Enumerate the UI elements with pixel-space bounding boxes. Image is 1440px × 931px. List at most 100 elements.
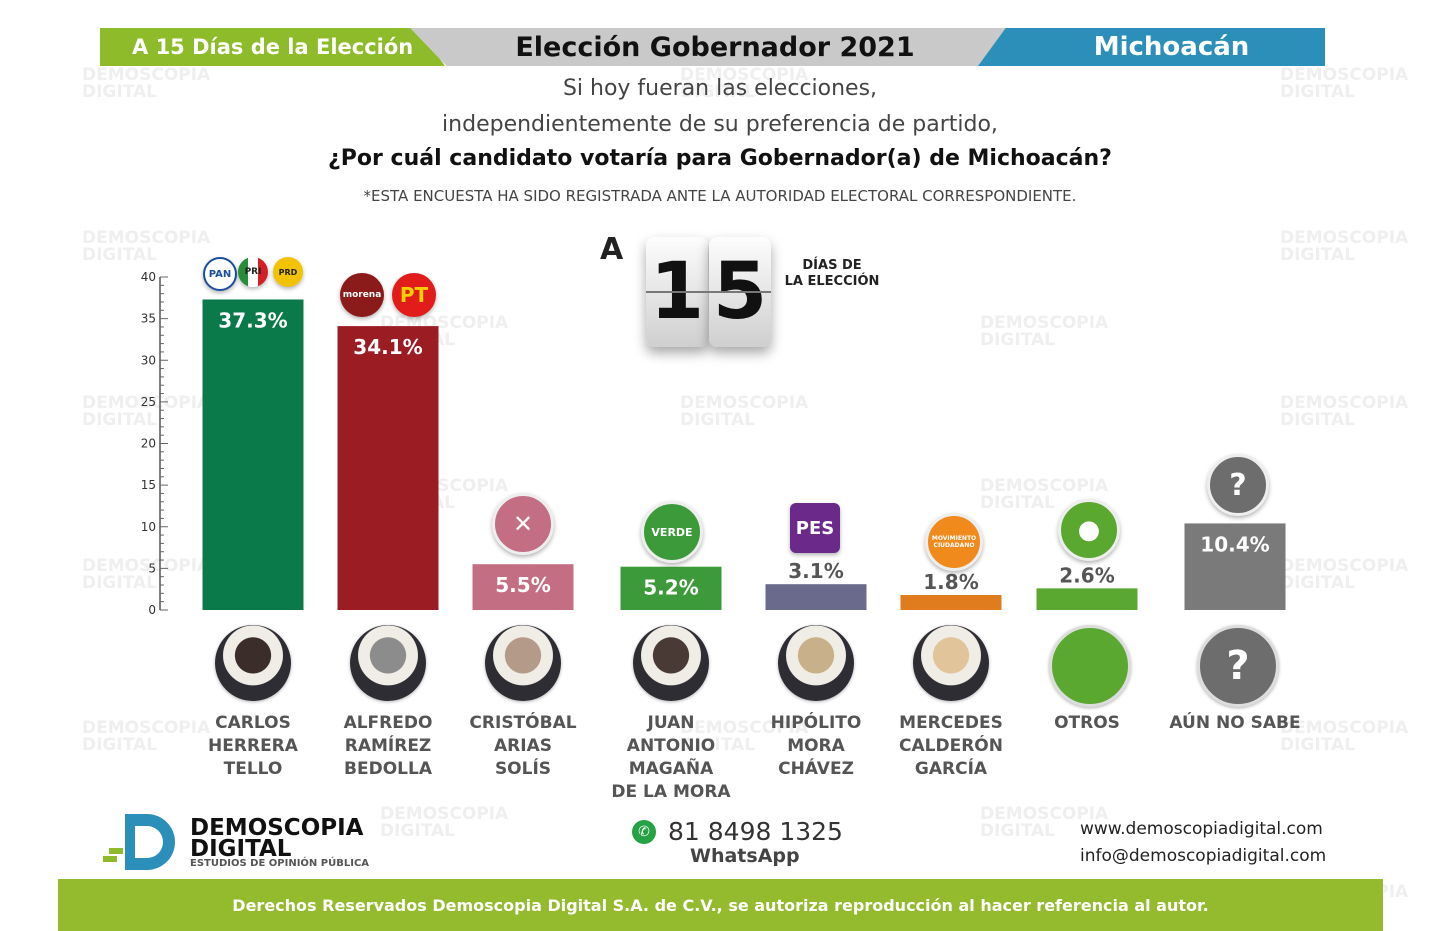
candidate-photo xyxy=(350,625,426,701)
y-tick-label: 40 xyxy=(141,270,156,284)
bar xyxy=(900,595,1002,610)
brand-name-line-2: DIGITAL xyxy=(190,836,292,862)
y-tick-label: 0 xyxy=(148,603,156,617)
rights-footer: Derechos Reservados Demoscopia Digital S… xyxy=(58,879,1383,931)
candidate-name-line: DE LA MORA xyxy=(611,782,731,802)
candidate-name-line: SOLÍS xyxy=(494,759,552,779)
verde-logo-icon: VERDE xyxy=(641,501,703,563)
fxm-logo-icon: ✕ xyxy=(492,493,554,555)
y-tick-label: 30 xyxy=(141,353,156,367)
bar-value-label: 37.3% xyxy=(218,308,287,332)
whatsapp-icon: ✆ xyxy=(632,820,656,844)
header-days-left: A 15 Días de la Elección xyxy=(100,28,445,66)
pt-logo-icon: PT xyxy=(392,273,436,317)
header-title: Elección Gobernador 2021 xyxy=(410,28,1020,66)
bar-value-label: 5.2% xyxy=(643,576,698,600)
candidate-photo xyxy=(778,625,854,701)
candidate-name-line: MERCEDES xyxy=(899,713,1003,733)
question-line-2: independientemente de su preferencia de … xyxy=(442,112,998,137)
bar-value-label: 5.5% xyxy=(495,573,550,597)
bar-value-label: 34.1% xyxy=(353,335,422,359)
candidate-name-line: MAGAÑA xyxy=(628,759,714,779)
candidate-name: HIPÓLITO MORA CHÁVEZ xyxy=(741,712,891,781)
bar xyxy=(202,299,304,610)
brand-tagline: ESTUDIOS DE OPINIÓN PÚBLICA xyxy=(190,858,370,869)
bar-value-label: 3.1% xyxy=(788,559,843,583)
email-link[interactable]: info@demoscopiadigital.com xyxy=(1080,846,1327,866)
bar xyxy=(765,584,867,610)
candidate-name: OTROS xyxy=(1012,712,1162,735)
y-tick-label: 5 xyxy=(148,561,156,575)
candidate-name-line: GARCÍA xyxy=(914,759,988,779)
brand-name-line-1: DEMOSCOPIA xyxy=(190,815,364,841)
candidate-name: CRISTÓBAL ARIAS SOLÍS xyxy=(448,712,598,781)
bar-value-label: 1.8% xyxy=(923,570,978,594)
candidate-name: JUAN ANTONIO MAGAÑA DE LA MORA xyxy=(596,712,746,804)
candidate-name-line: ANTONIO xyxy=(626,736,716,756)
candidate-photo xyxy=(485,625,561,701)
unknown-avatar-icon: ? xyxy=(1197,625,1279,707)
prd-logo-icon: PRD xyxy=(273,257,303,287)
otros-avatar-icon xyxy=(1049,625,1131,707)
pan-logo-icon: PAN xyxy=(203,257,237,291)
candidate-name-line: RAMÍREZ xyxy=(344,736,432,756)
morena-logo-icon: morena xyxy=(340,273,384,317)
bar xyxy=(620,566,722,610)
candidate-name-line: BEDOLLA xyxy=(344,759,432,779)
bar xyxy=(337,326,439,610)
candidate-name-line: ALFREDO xyxy=(343,713,433,733)
counter-divider xyxy=(646,291,771,293)
bar xyxy=(472,564,574,610)
y-tick-label: 25 xyxy=(141,395,156,409)
candidate-name: MERCEDES CALDERÓN GARCÍA xyxy=(876,712,1026,781)
question-mark-icon: ? xyxy=(1207,454,1269,516)
counter-label-1: DÍAS DE xyxy=(802,258,862,273)
question-line-3: ¿Por cuál candidato votaría para Goberna… xyxy=(328,146,1112,171)
whatsapp-label: WhatsApp xyxy=(690,845,800,867)
candidate-name-line: HERRERA xyxy=(208,736,298,756)
candidate-name-line: CALDERÓN xyxy=(899,736,1003,756)
bar xyxy=(1036,588,1138,610)
header-state: Michoacán xyxy=(978,28,1325,66)
pes-logo-icon: PES xyxy=(790,503,840,553)
candidate-name-line: AÚN NO SABE xyxy=(1169,713,1301,733)
website-link[interactable]: www.demoscopiadigital.com xyxy=(1080,819,1323,839)
question-line-1: Si hoy fueran las elecciones, xyxy=(562,76,878,101)
counter-prefix: A xyxy=(600,232,624,267)
candidate-name-line: OTROS xyxy=(1054,713,1120,733)
bar-value-label: 2.6% xyxy=(1059,563,1114,587)
candidate-name-line: TELLO xyxy=(223,759,283,779)
candidate-name-line: JUAN xyxy=(647,713,695,733)
candidate-name: CARLOS HERRERA TELLO xyxy=(178,712,328,781)
bar-value-label: 10.4% xyxy=(1200,532,1269,556)
y-tick-label: 35 xyxy=(141,312,156,326)
y-tick-label: 15 xyxy=(141,478,156,492)
candidate-name-line: CARLOS xyxy=(215,713,291,733)
otros-person-icon: ● xyxy=(1058,499,1120,561)
candidate-name: AÚN NO SABE xyxy=(1160,712,1310,735)
registration-note: *ESTA ENCUESTA HA SIDO REGISTRADA ANTE L… xyxy=(363,187,1077,205)
y-tick-label: 20 xyxy=(141,437,156,451)
candidate-name-line: HIPÓLITO xyxy=(770,713,862,733)
candidate-name-line: CRISTÓBAL xyxy=(469,713,577,733)
phone-number: 81 8498 1325 xyxy=(668,817,843,846)
candidate-photo xyxy=(633,625,709,701)
